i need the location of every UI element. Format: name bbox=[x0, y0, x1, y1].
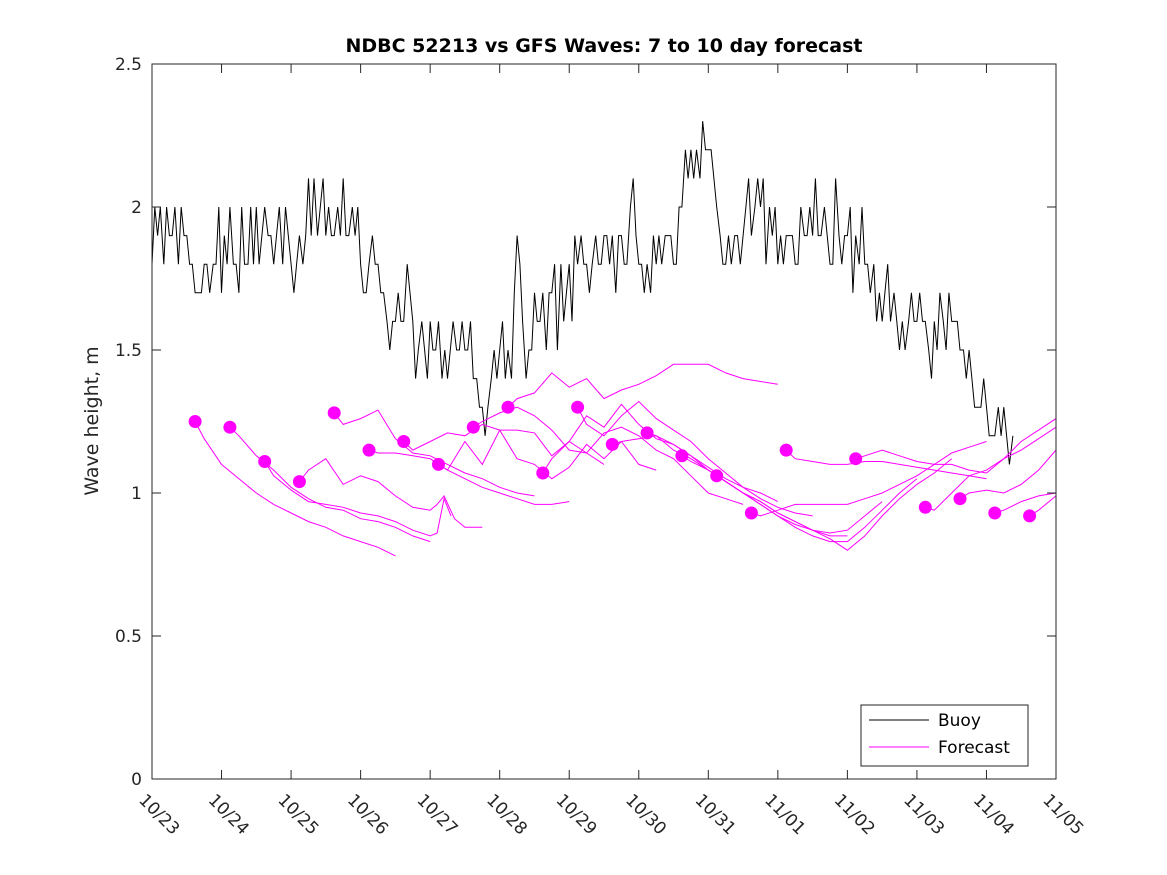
forecast-series bbox=[779, 443, 987, 480]
forecast-start-point bbox=[849, 452, 863, 466]
forecast-series bbox=[710, 458, 953, 551]
y-tick-label: 1.5 bbox=[115, 341, 142, 361]
forecast-line bbox=[716, 458, 953, 551]
forecast-line bbox=[577, 400, 813, 517]
forecast-series bbox=[953, 449, 1056, 506]
forecast-series bbox=[362, 443, 570, 505]
forecast-series bbox=[918, 426, 1056, 514]
forecast-start-point bbox=[953, 492, 967, 506]
forecast-series bbox=[327, 406, 535, 497]
y-axis-label: Wave height, m bbox=[81, 346, 103, 495]
forecast-line bbox=[194, 421, 396, 557]
y-tick-label: 0 bbox=[131, 770, 142, 790]
forecast-line bbox=[785, 449, 987, 480]
forecast-line bbox=[855, 418, 1056, 474]
axes-box bbox=[151, 63, 1057, 780]
forecast-start-point bbox=[536, 466, 550, 480]
forecast-start-point bbox=[466, 420, 480, 434]
forecast-start-point bbox=[362, 443, 376, 457]
forecast-series bbox=[292, 458, 483, 528]
forecast-line bbox=[264, 461, 452, 537]
forecast-series bbox=[849, 418, 1056, 474]
forecast-start-point bbox=[188, 415, 202, 428]
forecast-start-point bbox=[710, 469, 724, 483]
forecast-start-point bbox=[675, 449, 689, 463]
forecast-start-point bbox=[640, 426, 654, 440]
legend: Buoy Forecast bbox=[860, 704, 1029, 767]
forecast-start-point bbox=[258, 455, 272, 468]
forecast-line bbox=[751, 441, 987, 517]
y-tick-label: 2.5 bbox=[115, 55, 142, 75]
chart-title: NDBC 52213 vs GFS Waves: 7 to 10 day for… bbox=[345, 35, 862, 57]
legend-forecast-label: Forecast bbox=[938, 738, 1010, 758]
forecast-series bbox=[536, 403, 779, 503]
forecast-line bbox=[507, 363, 778, 408]
forecast-start-point bbox=[988, 506, 1002, 520]
forecast-start-point bbox=[432, 457, 445, 471]
forecast-line bbox=[368, 449, 570, 505]
forecast-line bbox=[542, 403, 779, 503]
forecast-start-point bbox=[605, 437, 619, 451]
axes bbox=[151, 63, 1057, 780]
y-axis-ticks: 0 0.5 1 1.5 2 2.5 bbox=[115, 55, 1056, 790]
forecast-start-point bbox=[501, 400, 515, 414]
forecast-series bbox=[258, 455, 452, 537]
forecast-start-point bbox=[918, 500, 932, 514]
forecast-start-point bbox=[1023, 509, 1037, 523]
plot-area bbox=[152, 64, 1056, 779]
forecast-start-point bbox=[223, 420, 237, 434]
legend-box bbox=[860, 704, 1029, 767]
forecast-line bbox=[959, 449, 1056, 500]
forecast-start-point bbox=[744, 506, 758, 520]
forecast-start-point bbox=[397, 435, 411, 448]
forecast-series bbox=[223, 420, 431, 543]
forecast-series bbox=[571, 400, 813, 517]
forecast-start-point bbox=[779, 443, 793, 457]
y-tick-label: 1 bbox=[131, 484, 142, 504]
forecast-series bbox=[744, 441, 987, 520]
forecast-line bbox=[925, 426, 1056, 511]
forecast-series bbox=[188, 415, 396, 557]
forecast-series bbox=[501, 363, 778, 414]
forecast-series-group bbox=[188, 363, 1056, 557]
forecast-start-point bbox=[327, 406, 341, 420]
forecast-line bbox=[299, 458, 483, 528]
forecast-series bbox=[1023, 495, 1056, 523]
forecast-line bbox=[333, 409, 535, 497]
forecast-series bbox=[988, 492, 1056, 520]
y-tick-label: 2 bbox=[131, 198, 142, 218]
forecast-line bbox=[229, 426, 431, 543]
y-tick-label: 0.5 bbox=[115, 627, 142, 647]
legend-buoy-label: Buoy bbox=[938, 711, 981, 731]
forecast-start-point bbox=[292, 475, 306, 489]
buoy-series bbox=[152, 121, 1014, 465]
forecast-start-point bbox=[571, 400, 585, 414]
buoy-line bbox=[152, 121, 1014, 465]
